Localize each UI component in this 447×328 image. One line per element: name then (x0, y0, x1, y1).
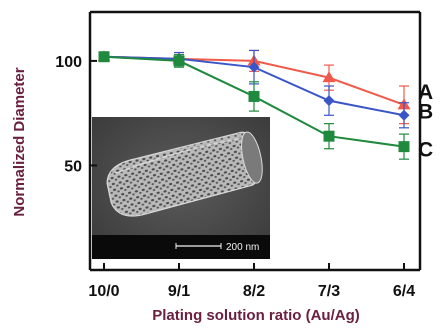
x-tick-label: 7/3 (318, 283, 340, 300)
x-tick-label: 6/4 (393, 283, 415, 300)
data-point (248, 61, 260, 73)
data-point (323, 95, 335, 107)
series-c: C (98, 51, 433, 162)
data-point (322, 71, 336, 83)
plot-frame (88, 10, 422, 272)
series-b: B (98, 49, 433, 129)
axis-ticks: 50 100 10/0 9/1 8/2 7/3 6/4 (55, 54, 415, 300)
data-point (173, 55, 185, 67)
data-point (398, 109, 410, 121)
series-label: C (418, 139, 433, 162)
series-a: A (97, 49, 433, 125)
x-tick-label: 10/0 (88, 283, 119, 300)
data-point (398, 141, 410, 153)
inset-scale-strip (92, 235, 270, 259)
x-tick-label: 9/1 (168, 283, 190, 300)
x-tick-label: 8/2 (243, 283, 265, 300)
scale-bar-label: 200 nm (226, 242, 259, 253)
series-label: B (418, 100, 433, 123)
y-tick-label: 100 (55, 54, 82, 71)
nanotube-image (106, 131, 263, 217)
data-point (323, 130, 335, 142)
x-axis-title: Plating solution ratio (Au/Ag) (152, 307, 359, 324)
y-axis-title: Normalized Diameter (11, 67, 28, 216)
series-layer: ABC (97, 49, 433, 162)
data-point (248, 90, 260, 102)
y-tick-label: 50 (64, 158, 82, 175)
sem-inset: 200 nm (92, 117, 270, 259)
data-point (98, 51, 110, 63)
series-label: A (418, 81, 433, 104)
